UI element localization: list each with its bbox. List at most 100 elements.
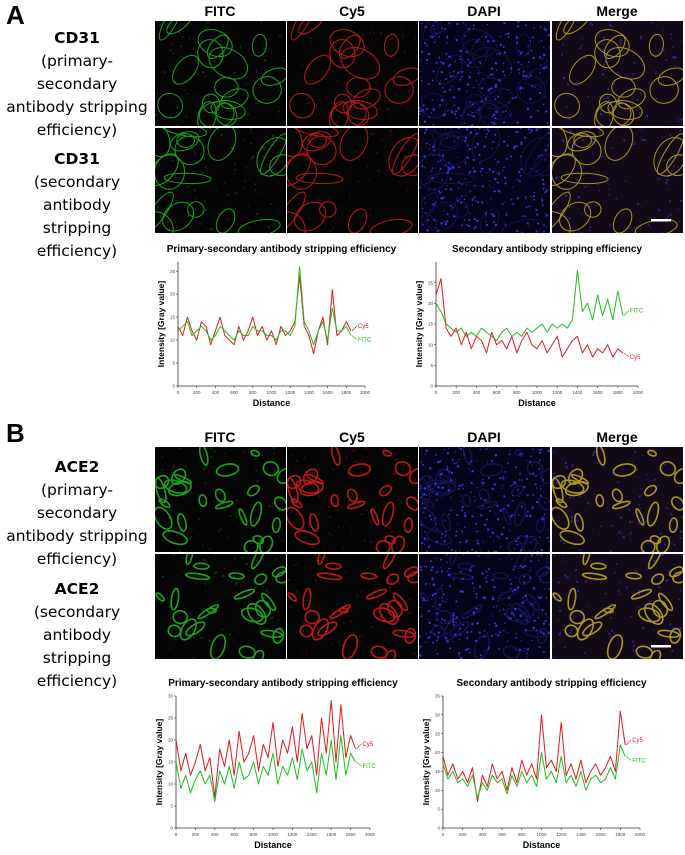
x-tick-label: 800: [518, 832, 526, 837]
series-line-cy5: [435, 278, 624, 358]
y-axis-label: Intensity [Gray value]: [154, 719, 164, 806]
micrograph-b-row1-fitc: [155, 447, 286, 552]
x-tick-label: 1000: [266, 390, 277, 395]
row-label-a2: CD31 (secondary antibody stripping effic…: [2, 148, 152, 263]
micrograph-b-row1-merge: [552, 447, 683, 552]
micrograph-a-row2-cy5: [287, 128, 418, 233]
x-tick-label: 2000: [365, 832, 376, 837]
panel-letter-b: B: [6, 418, 25, 448]
x-tick-label: 1000: [532, 390, 543, 395]
chart-a-left: Primary-secondary antibody stripping eff…: [150, 240, 405, 412]
row-label-a1-line1: (primary-secondary: [36, 52, 118, 93]
y-tick-label: 25: [428, 280, 434, 285]
legend-leader: [356, 743, 362, 750]
row-label-a1-line3: efficiency): [36, 121, 118, 139]
micrograph-b-row1-cy5: [287, 447, 418, 552]
x-tick-label: 200: [192, 832, 200, 837]
x-tick-label: 1400: [304, 390, 315, 395]
micrograph-a-row1-cy5: [287, 21, 418, 126]
scale-bar: [651, 645, 671, 648]
x-tick-label: 2000: [635, 832, 646, 837]
x-tick-label: 1200: [556, 832, 567, 837]
x-tick-label: 1200: [285, 390, 296, 395]
x-tick-label: 600: [230, 390, 238, 395]
x-tick-label: 0: [435, 390, 438, 395]
series-line-fitc: [435, 269, 624, 341]
x-tick-label: 1200: [552, 390, 563, 395]
y-tick-label: 20: [428, 301, 434, 306]
scale-bar: [651, 219, 671, 222]
chart-b-left: Primary-secondary antibody stripping eff…: [148, 674, 410, 854]
x-tick-label: 0: [175, 832, 178, 837]
y-tick-label: 25: [435, 731, 441, 736]
col-head-a-dapi: DAPI: [467, 3, 501, 19]
legend-leader: [351, 325, 358, 332]
row-label-b2: ACE2 (secondary antibody stripping effic…: [2, 578, 152, 693]
x-tick-label: 1800: [341, 390, 352, 395]
chart-title: Secondary antibody stripping efficiency: [456, 678, 646, 689]
y-tick-label: 25: [170, 269, 176, 274]
row-label-b1-line1: (primary-secondary: [36, 481, 118, 522]
chart-title: Secondary antibody stripping efficiency: [452, 244, 642, 255]
row-label-b1-line3: efficiency): [36, 550, 118, 568]
x-tick-label: 1400: [572, 390, 583, 395]
legend-label-fitc: FITC: [362, 764, 376, 770]
x-axis-label: Distance: [254, 840, 292, 850]
y-tick-label: 0: [172, 384, 175, 389]
y-tick-label: 5: [170, 804, 173, 809]
y-tick-label: 0: [437, 826, 440, 831]
x-tick-label: 600: [493, 390, 501, 395]
col-head-b-cy5: Cy5: [339, 429, 365, 445]
y-axis-label: Intensity [Gray value]: [421, 719, 431, 806]
x-tick-label: 200: [452, 390, 460, 395]
y-tick-label: 10: [428, 342, 434, 347]
x-tick-label: 200: [193, 390, 201, 395]
legend-label-fitc: FITC: [632, 758, 646, 764]
micrograph-a-row2-merge: [552, 128, 683, 233]
y-tick-label: 25: [168, 716, 174, 721]
x-tick-label: 1800: [615, 832, 626, 837]
micrograph-b-row1-dapi: [419, 447, 550, 552]
chart-a-right: Secondary antibody stripping efficiency 0…: [408, 240, 678, 412]
series-line-fitc: [442, 744, 626, 799]
y-tick-label: 15: [428, 322, 434, 327]
y-tick-label: 0: [170, 826, 173, 831]
y-tick-label: 5: [172, 361, 175, 366]
series-line-cy5: [177, 275, 352, 355]
micrograph-a-row1-dapi: [419, 21, 550, 126]
y-tick-label: 30: [168, 694, 174, 699]
series-line-fitc: [175, 735, 356, 803]
x-tick-label: 1200: [287, 832, 298, 837]
x-tick-label: 1000: [268, 832, 279, 837]
micrograph-b-row2-dapi: [419, 554, 550, 659]
x-tick-label: 400: [211, 832, 219, 837]
y-tick-label: 15: [435, 769, 441, 774]
x-tick-label: 1600: [326, 832, 337, 837]
y-tick-label: 20: [170, 292, 176, 297]
x-tick-label: 1600: [596, 832, 607, 837]
series-line-cy5: [175, 699, 356, 798]
row-label-a1: CD31 (primary-secondary antibody strippi…: [2, 27, 152, 142]
col-head-a-cy5: Cy5: [339, 3, 365, 19]
col-head-a-merge: Merge: [596, 3, 638, 19]
y-axis-label: Intensity [Gray value]: [156, 281, 166, 368]
y-tick-label: 15: [170, 315, 176, 320]
chart-title: Primary-secondary antibody stripping eff…: [168, 678, 398, 689]
micrograph-b-row2-merge: [552, 554, 683, 659]
x-axis-label: Distance: [523, 840, 561, 850]
x-tick-label: 600: [498, 832, 506, 837]
y-tick-label: 5: [430, 363, 433, 368]
legend-leader: [356, 761, 362, 767]
x-tick-label: 2000: [633, 390, 644, 395]
legend-leader: [626, 739, 632, 746]
y-tick-label: 30: [435, 712, 441, 717]
row-label-b1: ACE2 (primary-secondary antibody strippi…: [2, 456, 152, 571]
row-label-b1-title: ACE2: [54, 458, 100, 476]
panel-letter-a: A: [6, 0, 25, 30]
x-tick-label: 800: [249, 390, 257, 395]
y-tick-label: 10: [170, 338, 176, 343]
col-head-a-fitc: FITC: [204, 3, 236, 19]
legend-leader: [351, 335, 358, 340]
row-label-b2-line1: (secondary antibody: [33, 603, 121, 644]
x-tick-label: 400: [479, 832, 487, 837]
